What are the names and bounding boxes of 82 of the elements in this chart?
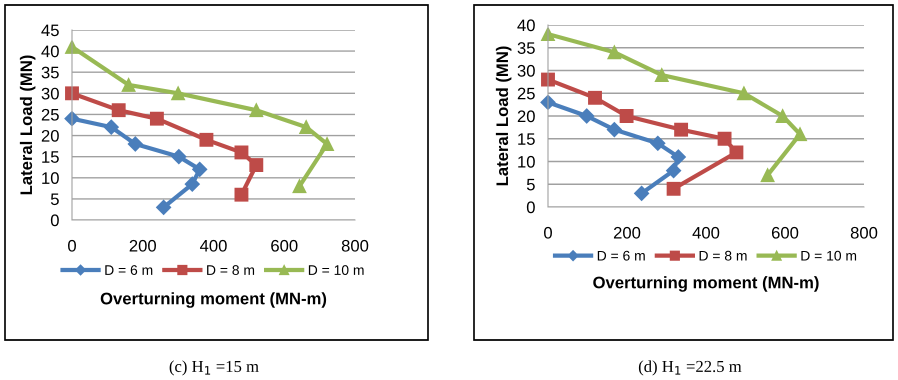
point: [112, 103, 126, 118]
y-tick-label: 15: [518, 133, 535, 145]
point: [670, 149, 686, 165]
y-tick-label: 0: [50, 214, 59, 226]
point: [199, 132, 214, 147]
point: [674, 122, 688, 137]
point: [104, 120, 119, 135]
point: [292, 179, 306, 194]
point: [171, 149, 186, 164]
text: (c) H$_{1}$ =15 m: [170, 360, 259, 376]
point: [607, 45, 622, 60]
point: [776, 109, 790, 123]
point: [249, 158, 264, 172]
point: [729, 145, 744, 160]
x-tick-label: 0: [544, 226, 552, 239]
x-axis-title: Overturning moment (MN-m): [593, 276, 819, 292]
legend-label: D = 10 m: [308, 265, 364, 275]
y-tick-label: 10: [42, 172, 59, 184]
y-tick-label: 35: [42, 66, 59, 78]
point: [650, 136, 666, 151]
x-tick-label: 400: [692, 226, 720, 239]
x-tick-label: 600: [271, 240, 298, 252]
point: [65, 40, 79, 54]
legend-label: D = 8 m: [700, 250, 747, 261]
point: [736, 86, 751, 100]
point: [666, 182, 681, 196]
y-tick-label: 40: [517, 19, 535, 32]
point: [65, 86, 79, 100]
y-tick-label: 0: [526, 201, 535, 214]
y-tick-label: 25: [518, 88, 535, 100]
x-tick-label: 0: [68, 240, 76, 252]
point: [793, 127, 807, 142]
point: [234, 146, 248, 160]
point: [606, 122, 622, 138]
point: [184, 176, 200, 192]
x-tick-label: 200: [130, 240, 156, 252]
legend-label: D = 10 m: [801, 250, 856, 261]
x-tick-label: 800: [850, 226, 878, 239]
y-tick-label: 40: [41, 46, 59, 58]
point: [634, 186, 650, 201]
point: [540, 94, 556, 110]
y-tick-label: 10: [518, 156, 535, 168]
point: [666, 163, 682, 178]
legend-label: D = 6 m: [598, 250, 645, 261]
legend-label: D = 8 m: [207, 265, 254, 275]
point: [192, 162, 208, 177]
point: [760, 168, 775, 182]
y-axis-title: Lateral Load (MN): [496, 46, 512, 186]
point: [234, 188, 248, 202]
y-tick-label: 5: [50, 193, 59, 206]
point: [64, 111, 80, 126]
y-tick-label: 5: [526, 178, 535, 190]
point: [122, 78, 136, 92]
x-axis-title: Overturning moment (MN-m): [100, 292, 326, 308]
point: [299, 120, 314, 134]
x-tick-label: 800: [342, 240, 368, 252]
y-tick-label: 30: [518, 64, 535, 77]
point: [620, 109, 634, 123]
text: (d) H$_{1}$ =22.5 m: [638, 360, 742, 376]
point: [654, 68, 669, 82]
point: [249, 103, 264, 118]
point: [588, 90, 602, 105]
y-tick-label: 15: [42, 151, 59, 163]
legend-label: D = 6 m: [105, 265, 152, 275]
x-tick-label: 600: [772, 226, 798, 239]
point: [171, 86, 186, 100]
y-axis-title: Lateral Load (MN): [20, 55, 36, 194]
y-tick-label: 20: [518, 110, 535, 122]
point: [718, 132, 732, 146]
point: [128, 136, 143, 152]
y-tick-label: 20: [42, 130, 59, 142]
point: [579, 108, 594, 124]
y-tick-label: 30: [42, 88, 59, 100]
y-tick-label: 35: [518, 42, 535, 54]
x-tick-label: 200: [614, 226, 640, 239]
point: [156, 200, 172, 215]
x-tick-label: 400: [200, 240, 227, 252]
y-tick-label: 45: [41, 24, 59, 36]
y-tick-label: 25: [42, 108, 59, 121]
point: [150, 112, 164, 126]
point: [320, 137, 334, 151]
point: [541, 72, 555, 87]
